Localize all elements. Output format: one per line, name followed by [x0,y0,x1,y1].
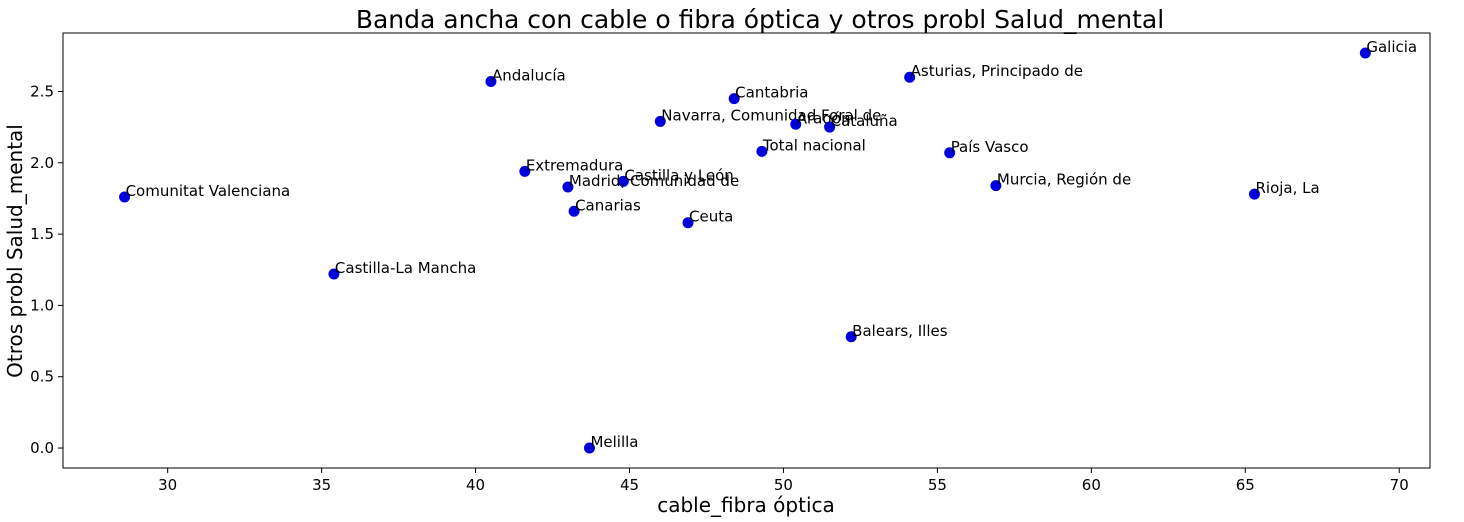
data-point-label: País Vasco [951,138,1029,156]
x-tick-label: 30 [158,476,177,494]
data-point [682,217,694,229]
data-point-label: Comunitat Valenciana [126,182,291,200]
data-point-label: Balears, Illes [852,322,948,340]
x-tick-label: 65 [1236,476,1255,494]
data-point [990,180,1002,192]
x-tick-label: 60 [1082,476,1101,494]
data-point [728,93,740,105]
y-axis: 0.0 0.5 1.0 1.5 2.0 2.5 [30,82,63,457]
x-tick-label: 35 [312,476,331,494]
data-point-label: Aragón [797,109,851,127]
y-tick-label: 2.0 [30,154,54,172]
data-point [824,121,836,133]
data-point-label: Castilla-La Mancha [335,259,476,277]
y-tick-label: 1.5 [30,225,54,243]
data-point [756,145,768,157]
data-point-label: Galicia [1366,38,1417,56]
data-point [904,71,916,83]
y-tick-label: 2.5 [30,82,54,100]
data-point-label: Extremadura [526,156,624,174]
data-point-label: Ceuta [689,208,733,226]
data-point [1359,47,1371,59]
data-point-label: Cantabria [735,84,808,102]
data-point-label: Canarias [575,196,641,214]
data-point-label: Madrid, Comunidad de [569,172,739,190]
data-point [1249,188,1261,200]
data-point-label: Asturias, Principado de [911,62,1083,80]
data-point [654,115,666,127]
data-point-label: Andalucía [492,66,566,84]
data-point [583,442,595,454]
data-point-label: Navarra, Comunidad Foral de [661,106,881,124]
chart-title: Banda ancha con cable o fibra óptica y o… [356,5,1164,34]
x-axis: 30 35 40 45 50 55 60 65 70 [158,468,1409,494]
y-tick-label: 1.0 [30,296,54,314]
data-point-label: Total nacional [762,136,866,154]
y-tick-label: 0.0 [30,439,54,457]
data-point [790,118,802,130]
data-point [568,205,580,217]
data-point [562,181,574,193]
data-point-label: Castilla y León [624,166,733,184]
x-tick-label: 40 [466,476,485,494]
x-tick-label: 70 [1390,476,1409,494]
data-points: Galicia Andalucía Asturias, Principado de C… [119,38,1417,454]
data-point [519,165,531,177]
data-point [845,331,857,343]
data-point [119,191,131,203]
x-tick-label: 45 [620,476,639,494]
plot-area [62,32,1431,469]
x-axis-label: cable_fibra óptica [657,493,835,517]
data-point [944,147,956,159]
data-point [485,75,497,87]
y-axis-label: Otros probl Salud_mental [3,124,27,378]
data-point [617,175,629,187]
x-tick-label: 50 [774,476,793,494]
data-point-label: Murcia, Región de [997,171,1131,189]
data-point-label: Rioja, La [1256,179,1320,197]
data-point [328,268,340,280]
data-point-label: Melilla [590,433,638,451]
data-point-label: Cataluña [831,112,898,130]
x-tick-label: 55 [928,476,947,494]
y-tick-label: 0.5 [30,368,54,386]
